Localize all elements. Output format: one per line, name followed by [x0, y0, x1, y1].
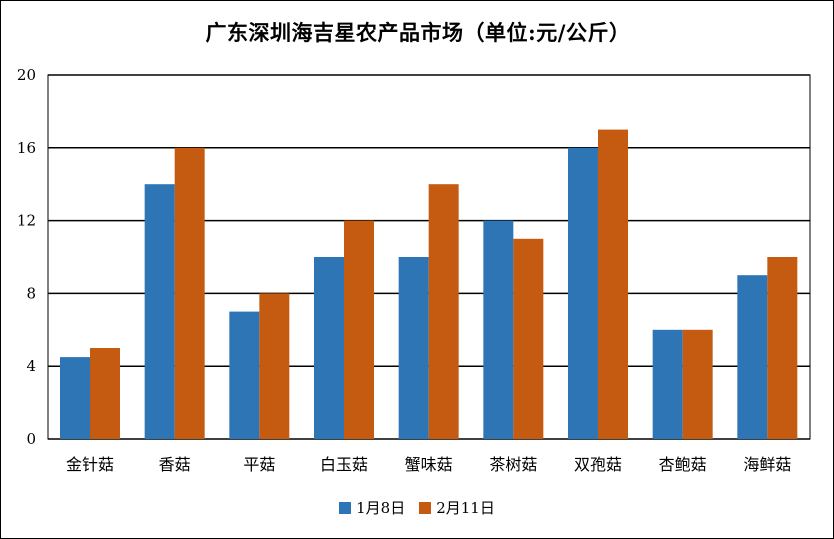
bar-2-杏鲍菇 [682, 329, 713, 439]
bar-1-白玉菇 [314, 257, 344, 439]
bar-1-海鲜菇 [737, 275, 768, 439]
bar-1-蟹味菇 [398, 257, 429, 439]
bar-2-平菇 [259, 293, 290, 439]
x-tick-label: 白玉菇 [320, 455, 368, 474]
x-tick-label: 茶树菇 [489, 455, 537, 474]
bar-2-茶树菇 [513, 238, 544, 439]
bar-1-杏鲍菇 [652, 329, 683, 439]
bar-2-海鲜菇 [767, 257, 798, 439]
x-tick-label: 双孢菇 [574, 455, 622, 474]
x-tick-label: 海鲜菇 [743, 455, 791, 474]
y-tick-label: 4 [26, 357, 36, 375]
legend-item-series-2: 2月11日 [419, 497, 495, 518]
legend-label: 2月11日 [436, 499, 495, 517]
bar-2-蟹味菇 [428, 184, 459, 439]
legend: 1月8日 2月11日 [0, 497, 834, 518]
y-tick-label: 0 [26, 430, 36, 448]
legend-swatch [419, 501, 432, 514]
bar-2-白玉菇 [344, 220, 374, 439]
bar-2-香菇 [174, 147, 205, 440]
legend-label: 1月8日 [356, 499, 406, 517]
x-tick-label: 金针菇 [66, 455, 114, 474]
y-tick-label: 20 [17, 66, 36, 84]
x-tick-label: 平菇 [243, 455, 275, 474]
legend-item-series-1: 1月8日 [339, 497, 405, 518]
x-tick-label: 蟹味菇 [405, 455, 453, 474]
x-tick-label: 杏鲍菇 [659, 455, 707, 474]
bar-1-金针菇 [60, 357, 90, 439]
bar-2-金针菇 [90, 348, 120, 439]
legend-swatch [339, 501, 352, 514]
bar-1-双孢菇 [568, 147, 598, 440]
bar-2-双孢菇 [598, 129, 628, 439]
chart-title: 广东深圳海吉星农产品市场（单位:元/公斤） [205, 20, 631, 45]
y-tick-label: 12 [17, 212, 36, 230]
y-tick-label: 16 [17, 139, 36, 157]
x-tick-label: 香菇 [159, 455, 191, 474]
bar-1-平菇 [229, 311, 260, 439]
y-tick-label: 8 [26, 284, 36, 302]
bar-1-茶树菇 [483, 220, 514, 439]
bar-1-香菇 [144, 184, 175, 439]
